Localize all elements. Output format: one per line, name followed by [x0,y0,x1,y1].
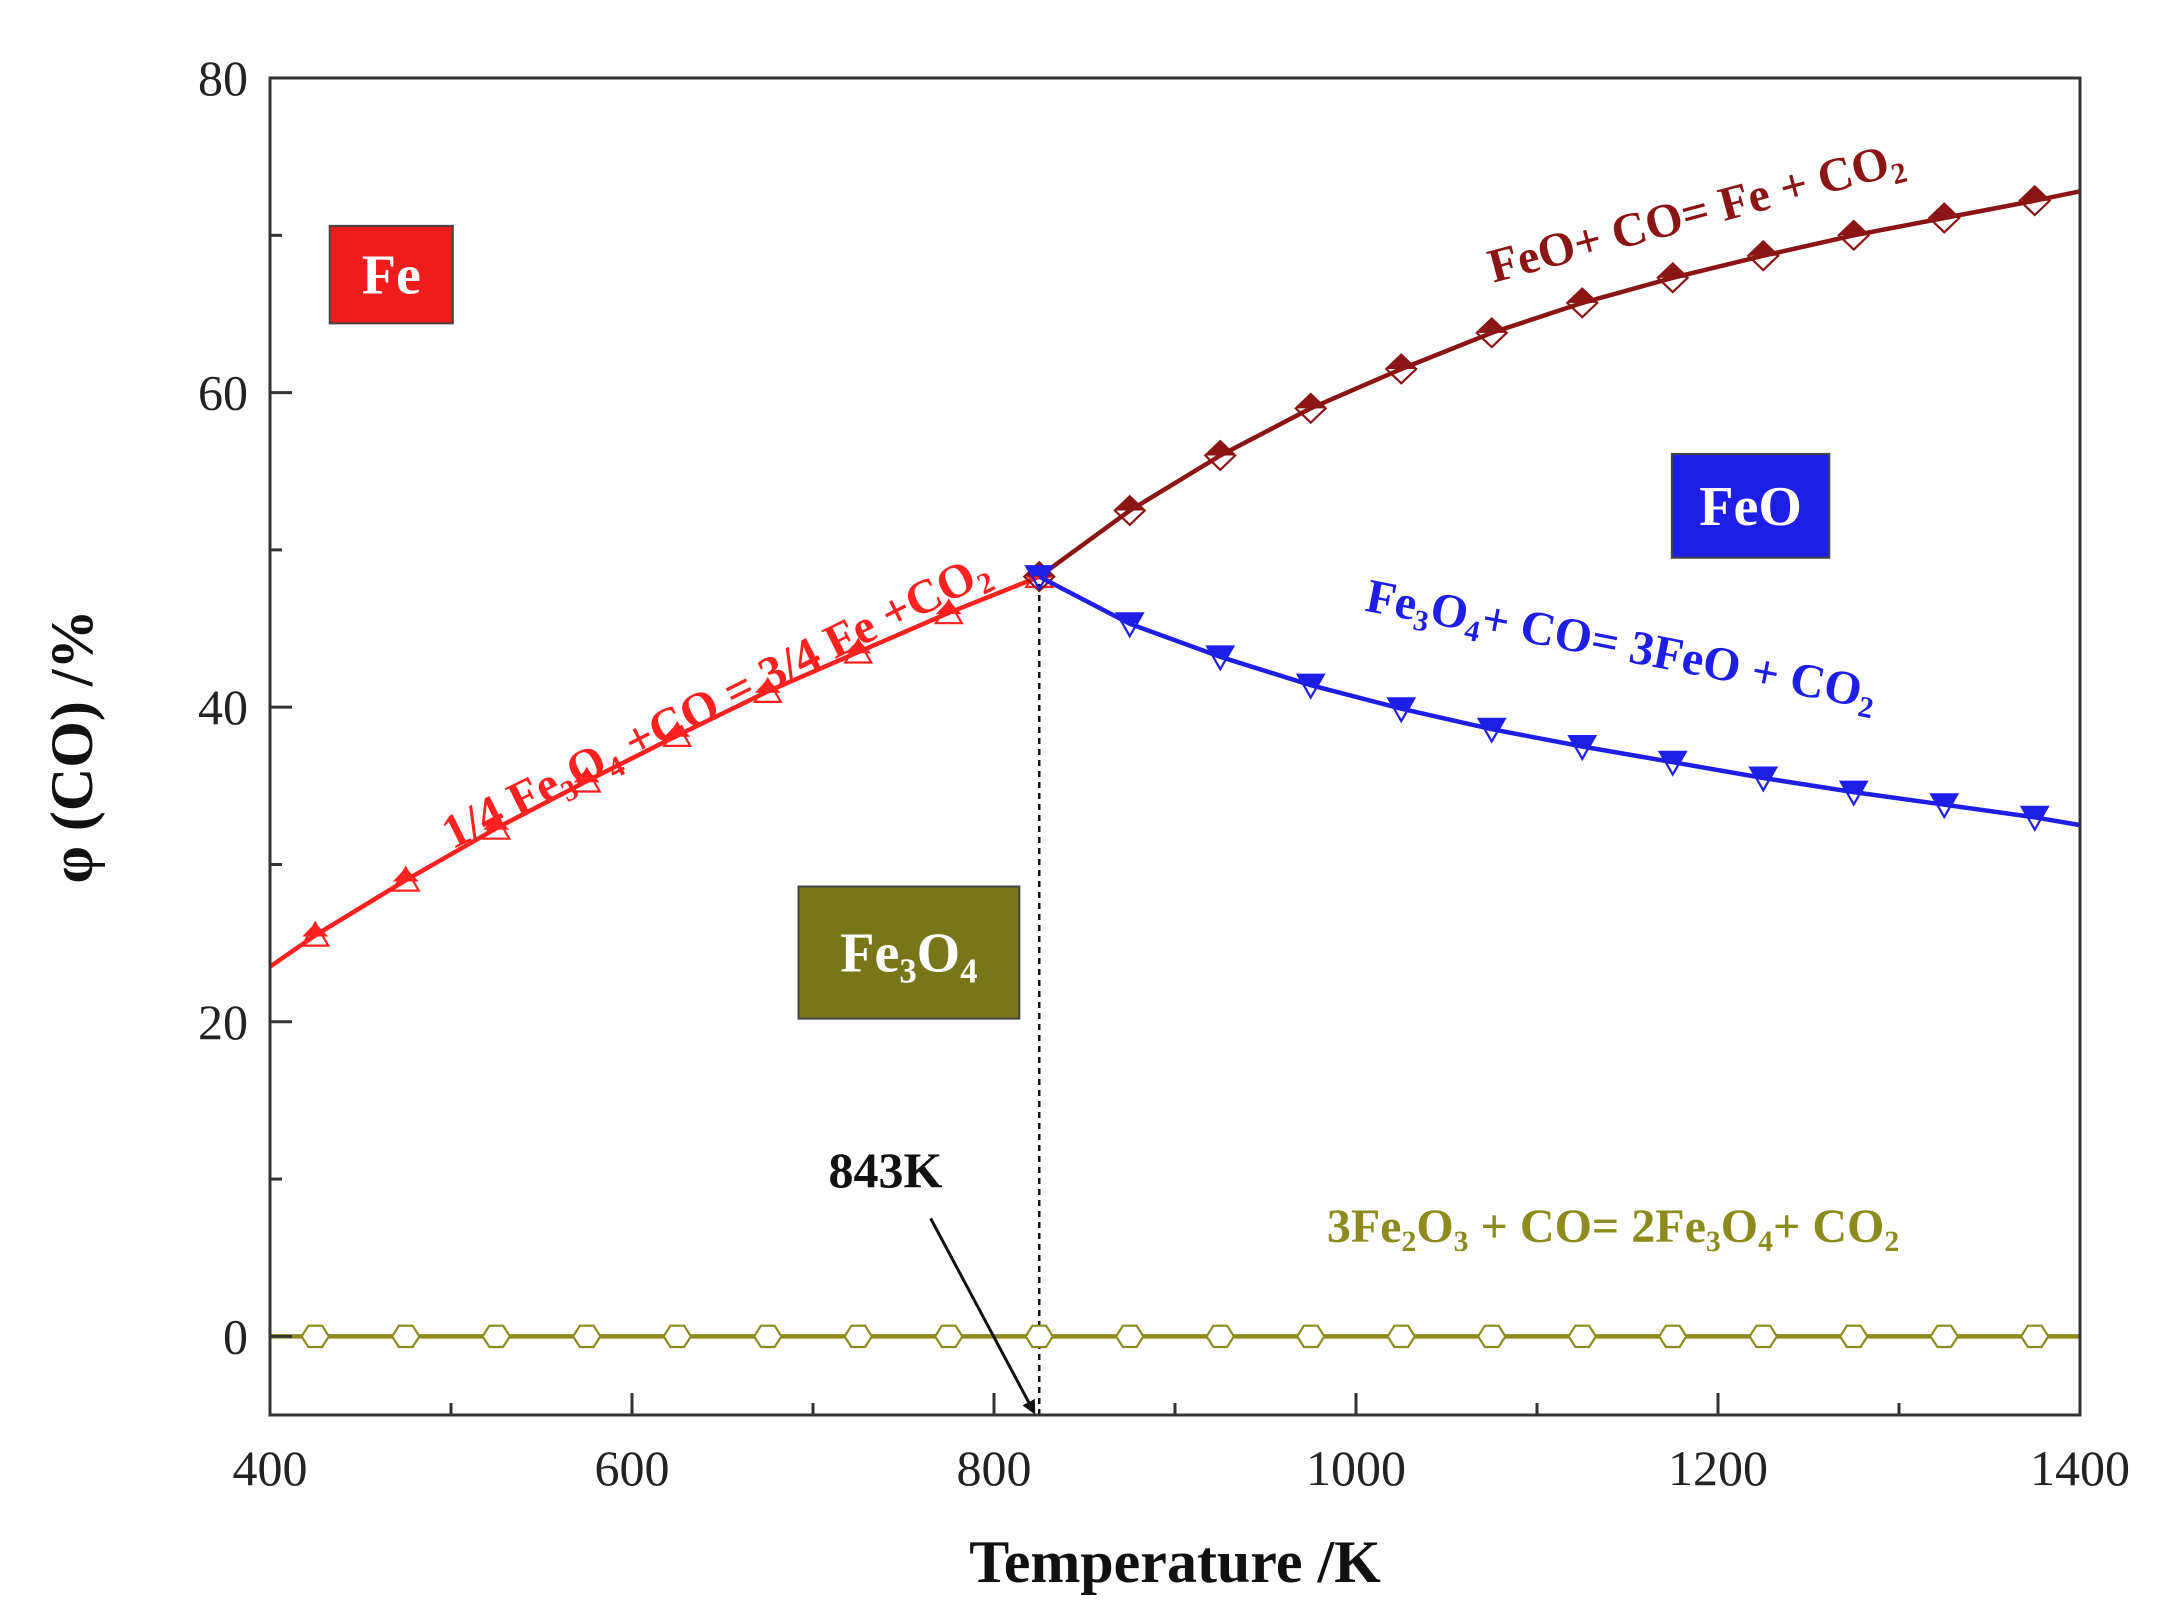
feo-fe-point [1384,353,1418,385]
fe3o4-fe-point [843,637,874,664]
fe2o3-fe3o4-point [1295,1324,1326,1349]
fe3o4-feo-point [1929,793,1960,820]
feo-fe-point [1475,316,1509,349]
region-fe3o4-box [797,885,1021,1020]
fe2o3-fe3o4-point [1476,1324,1507,1349]
x-axis-title: Temperature /K [969,1529,1381,1595]
fe3o4-fe-point [571,766,602,793]
fe3o4-feo-point [1567,735,1598,762]
fe2o3-fe3o4-point [1838,1324,1869,1349]
y-tick-label: 40 [198,679,248,735]
y-axis-title: φ (CO) /% [39,609,105,883]
fe2o3-fe3o4-point [1657,1324,1688,1349]
fe3o4-fe-point [481,813,512,840]
x-tick-label: 400 [233,1440,308,1496]
fe2o3-fe3o4-point [1114,1324,1145,1349]
fe2o3-fe3o4-point [843,1324,874,1349]
fe3o4-feo-point [1476,717,1507,744]
y-tick-label: 20 [198,994,248,1050]
feo-fe-point [1565,287,1599,319]
feo-fe-point [1203,439,1237,472]
fe2o3-fe3o4-point [481,1324,512,1349]
region-fe3o4: Fe3O4 [797,885,1021,1020]
fe3o4-feo-point [1295,673,1326,700]
fe2o3-fe3o4-point [390,1324,421,1349]
fe2o3-fe3o4-point [662,1324,693,1349]
fe3o4-feo-point [2019,805,2050,832]
feo-fe-point [1113,494,1147,527]
fe2o3-fe3o4-point [1748,1324,1779,1349]
eq-fe2o3-fe3o4: 3Fe2O3 + CO= 2Fe3O4+ CO2 [1327,1200,1899,1258]
fe2o3-fe3o4-series [270,1324,2080,1349]
region-fe-label: Fe [362,245,421,307]
fe3o4-feo-point [1657,750,1688,777]
eq-fe3o4-fe: 1/4 Fe3O4 +CO = 3/4 Fe +CO2 [434,543,1000,864]
fe2o3-fe3o4-point [752,1324,783,1349]
fe3o4-feo-point [1838,780,1869,807]
x-tick-label: 800 [957,1440,1032,1496]
feo-fe-point [1656,261,1690,294]
eq-fe3o4-feo: Fe3O4+ CO= 3FeO + CO2 [1361,569,1881,725]
region-fe-box [328,224,454,325]
fe2o3-fe3o4-point [571,1324,602,1349]
fe3o4-feo-point [1024,565,1055,592]
fe3o4-feo-series [1024,565,2081,832]
y-tick-label: 0 [223,1308,248,1364]
region-feo-box [1670,452,1831,559]
fe3o4-feo-point [1748,766,1779,793]
fe3o4-fe-line [268,574,1041,969]
fe2o3-fe3o4-point [300,1324,331,1349]
feo-fe-point [1927,202,1961,234]
x-tick-label: 600 [595,1440,670,1496]
x-tick-label: 1400 [2030,1440,2130,1496]
fe2o3-fe3o4-point [1386,1324,1417,1349]
fe2o3-fe3o4-point [1929,1324,1960,1349]
x-tick-label: 1200 [1668,1440,1768,1496]
fe3o4-fe-point [662,720,693,747]
fe3o4-fe-point [300,920,331,947]
fe2o3-fe3o4-point [933,1324,964,1349]
feo-fe-point [1294,392,1328,425]
region-feo-label: FeO [1699,476,1802,538]
feo-fe-point [1746,239,1780,272]
fe2o3-fe3o4-point [1024,1324,1055,1349]
temp-843k-arrow [929,1217,1036,1415]
y-tick-label: 60 [198,365,248,421]
feo-fe-point [2018,184,2052,217]
x-tick-label: 1000 [1306,1440,1406,1496]
region-fe: Fe [328,224,454,325]
fe3o4-feo-point [1386,697,1417,724]
region-feo: FeO [1670,452,1831,559]
temp-843k-label: 843K [828,1142,942,1198]
y-tick-label: 80 [198,50,248,106]
fe3o4-fe-point [933,598,964,625]
fe2o3-fe3o4-point [1205,1324,1236,1349]
fe3o4-fe-point [752,676,783,703]
region-fe3o4-label: Fe3O4 [840,923,977,991]
fe3o4-fe-point [390,865,421,892]
fe2o3-fe3o4-point [2019,1324,2050,1349]
axes: 400 600 800 1000 1200 1400 0 20 40 60 80 [198,50,2130,1496]
region-labels: Fe FeO Fe3O4 [328,224,1831,1020]
fe2o3-fe3o4-point [1567,1324,1598,1349]
feo-fe-point [1837,219,1871,252]
annotations: 843K [828,1142,1036,1415]
fe3o4-feo-line [1038,574,2081,828]
fe3o4-feo-point [1114,612,1145,639]
fe3o4-feo-point [1205,645,1236,672]
plot-series [268,184,2081,1349]
